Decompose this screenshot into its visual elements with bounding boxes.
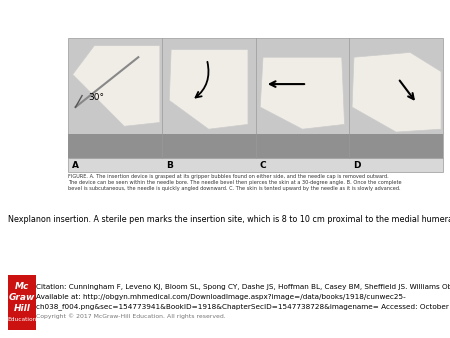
Text: Hill: Hill bbox=[14, 304, 31, 313]
Bar bbox=[8, 275, 36, 330]
Text: Nexplanon insertion. A sterile pen marks the insertion site, which is 8 to 10 cm: Nexplanon insertion. A sterile pen marks… bbox=[8, 215, 450, 224]
Bar bbox=[68, 38, 443, 158]
Text: A: A bbox=[72, 161, 79, 169]
Polygon shape bbox=[352, 52, 441, 132]
Text: Education: Education bbox=[7, 317, 36, 322]
Text: Available at: http://obgyn.mhmedical.com/DownloadImage.aspx?image=/data/books/19: Available at: http://obgyn.mhmedical.com… bbox=[36, 294, 406, 300]
Bar bbox=[68, 134, 162, 158]
Text: 30°: 30° bbox=[89, 93, 104, 102]
Text: Mc: Mc bbox=[15, 282, 29, 291]
Text: C: C bbox=[260, 161, 266, 169]
Bar bbox=[256, 134, 349, 158]
Bar bbox=[68, 158, 443, 172]
Text: D: D bbox=[353, 161, 361, 169]
Bar bbox=[162, 134, 256, 158]
Polygon shape bbox=[260, 57, 345, 129]
Text: B: B bbox=[166, 161, 173, 169]
Text: Citation: Cunningham F, Leveno KJ, Bloom SL, Spong CY, Dashe JS, Hoffman BL, Cas: Citation: Cunningham F, Leveno KJ, Bloom… bbox=[36, 284, 450, 290]
Polygon shape bbox=[73, 46, 160, 126]
Bar bbox=[349, 134, 443, 158]
Text: ch038_f004.png&sec=154773941&BookID=1918&ChapterSecID=1547738728&imagename= Acce: ch038_f004.png&sec=154773941&BookID=1918… bbox=[36, 303, 450, 310]
Polygon shape bbox=[169, 50, 248, 129]
Text: FIGURE. A. The insertion device is grasped at its gripper bubbles found on eithe: FIGURE. A. The insertion device is grasp… bbox=[68, 174, 401, 191]
Text: Graw: Graw bbox=[9, 293, 35, 302]
Text: Copyright © 2017 McGraw-Hill Education. All rights reserved.: Copyright © 2017 McGraw-Hill Education. … bbox=[36, 313, 226, 319]
